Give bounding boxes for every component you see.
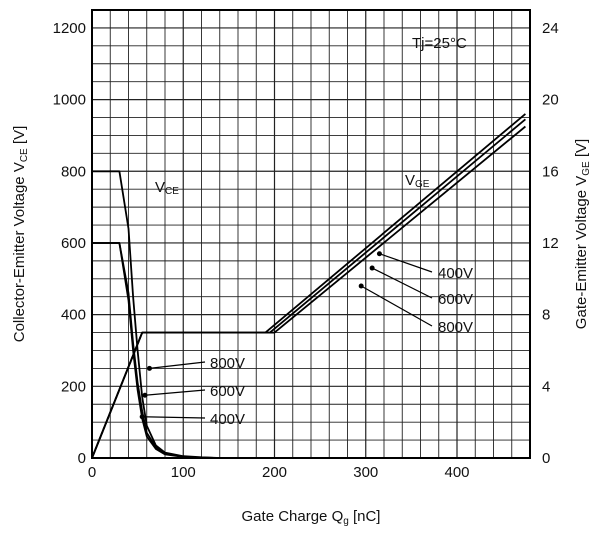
y-left-tick-label: 800 xyxy=(61,163,86,180)
y-right-tick-label: 16 xyxy=(542,163,559,180)
y-left-tick-label: 1000 xyxy=(53,92,86,109)
y-left-tick-label: 400 xyxy=(61,307,86,324)
series-line-vge-800v xyxy=(91,125,526,459)
leader-line xyxy=(149,361,206,369)
leader-marker xyxy=(376,251,382,257)
leader-marker xyxy=(146,365,152,371)
leader-line xyxy=(144,389,206,396)
leader-line xyxy=(360,285,433,327)
leader-marker xyxy=(139,414,145,420)
leader-marker xyxy=(369,265,375,271)
series-label-vge-600v: 600V xyxy=(438,291,473,308)
y-right-axis-title: Gate-Emitter Voltage VGE [V] xyxy=(573,139,592,329)
y-left-axis-title: Collector-Emitter Voltage VCE [V] xyxy=(11,126,30,343)
y-left-tick-label: 200 xyxy=(61,378,86,395)
tj-annotation: Tj=25°C xyxy=(412,35,467,52)
leader-line xyxy=(379,253,433,273)
x-tick-label: 400 xyxy=(444,464,469,481)
y-right-tick-label: 4 xyxy=(542,378,550,395)
plot-frame xyxy=(91,9,531,459)
y-right-tick-label: 0 xyxy=(542,450,550,467)
vce-curve-label: VCE xyxy=(155,179,179,197)
y-left-tick-label: 1200 xyxy=(53,20,86,37)
tick-labels: 0 100 200 300 400 0 200 400 600 800 1000 1200 0 4 8 12 1… xyxy=(53,20,559,481)
y-left-tick-label: 0 xyxy=(78,450,86,467)
series-label-vce-600v: 600V xyxy=(210,383,245,400)
series-line-vge-400v xyxy=(91,113,526,459)
series-line-vge-600v xyxy=(91,118,526,459)
y-right-tick-label: 12 xyxy=(542,235,559,252)
leader-line xyxy=(142,416,206,419)
y-right-tick-label: 24 xyxy=(542,20,559,37)
y-right-tick-label: 20 xyxy=(542,92,559,109)
x-axis-title: Gate Charge Qg [nC] xyxy=(242,508,381,527)
series-label-vce-400v: 400V xyxy=(210,411,245,428)
series-label-vge-800v: 800V xyxy=(438,319,473,336)
x-tick-label: 0 xyxy=(88,464,96,481)
curves xyxy=(91,113,526,459)
x-tick-label: 100 xyxy=(171,464,196,481)
y-left-tick-label: 600 xyxy=(61,235,86,252)
leader-line xyxy=(371,267,433,299)
annotations: Tj=25°C VCE VGE xyxy=(155,35,467,197)
y-right-tick-label: 8 xyxy=(542,307,550,324)
x-tick-label: 200 xyxy=(262,464,287,481)
leader-marker xyxy=(358,283,364,289)
grid xyxy=(92,10,530,458)
series-label-vge-400v: 400V xyxy=(438,265,473,282)
series-labels: 800V 600V 400V 400V 600V 800V xyxy=(139,251,473,428)
leader-marker xyxy=(142,392,148,398)
x-tick-label: 300 xyxy=(353,464,378,481)
vge-curve-label: VGE xyxy=(405,172,430,190)
series-label-vce-800v: 800V xyxy=(210,355,245,372)
